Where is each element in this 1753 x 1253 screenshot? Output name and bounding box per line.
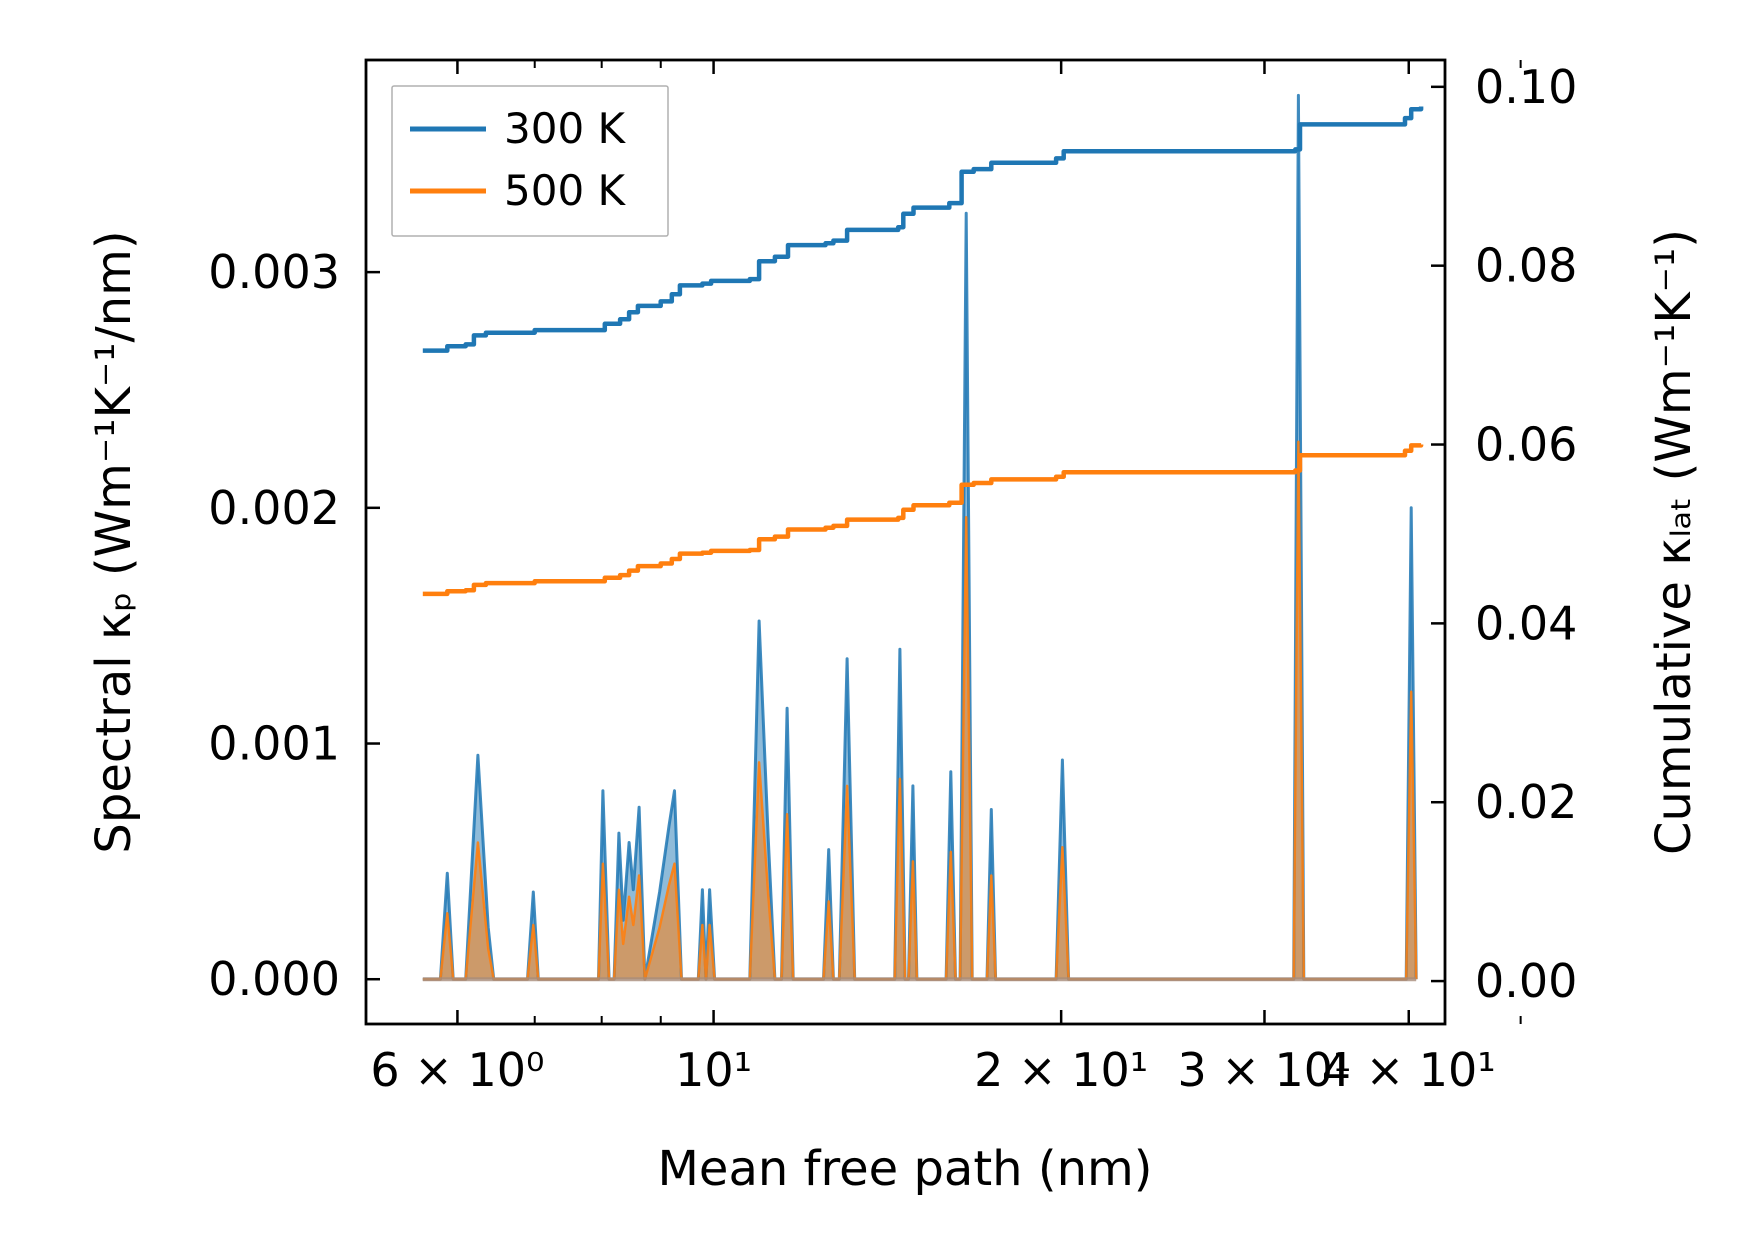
y-left-tick-label: 0.000 <box>208 952 340 1006</box>
x-tick-label: 6 × 10⁰ <box>370 1043 544 1097</box>
y-right-tick-label: 0.00 <box>1475 954 1577 1008</box>
x-tick-label: 10¹ <box>675 1043 752 1097</box>
y-right-tick-label: 0.08 <box>1475 239 1577 293</box>
y-right-tick-label: 0.02 <box>1475 775 1577 829</box>
y-axis-label-right: Cumulative κₗₐₜ (Wm⁻¹K⁻¹) <box>1646 229 1702 855</box>
y-left-tick-label: 0.001 <box>208 717 340 771</box>
plot-frame <box>364 58 1447 1026</box>
legend-label-300K: 300 K <box>504 104 627 153</box>
legend-label-500K: 500 K <box>504 166 627 215</box>
x-tick-label: 3 × 10¹ <box>1177 1043 1351 1097</box>
y-right-tick-label: 0.10 <box>1475 60 1577 114</box>
y-right-tick-label: 0.06 <box>1475 418 1577 472</box>
legend: 300 K 500 K <box>391 85 669 237</box>
y-left-tick-label: 0.003 <box>208 245 340 299</box>
spectral-line-500K <box>422 440 1418 981</box>
plot-area <box>422 93 1424 982</box>
y-axis-label-left: Spectral κₚ (Wm⁻¹K⁻¹/nm) <box>86 230 142 853</box>
cumulative-line-300K <box>422 106 1424 353</box>
cumulative-line-500K <box>422 443 1424 597</box>
y-left-tick-label: 0.002 <box>208 481 340 535</box>
x-axis-label: Mean free path (nm) <box>658 1141 1153 1197</box>
x-tick-label: 4 × 10¹ <box>1322 1043 1496 1097</box>
y-right-tick-label: 0.04 <box>1475 596 1577 650</box>
x-tick-label: 2 × 10¹ <box>974 1043 1148 1097</box>
spectral-area-500K <box>422 441 1417 980</box>
legend-box <box>391 85 669 237</box>
